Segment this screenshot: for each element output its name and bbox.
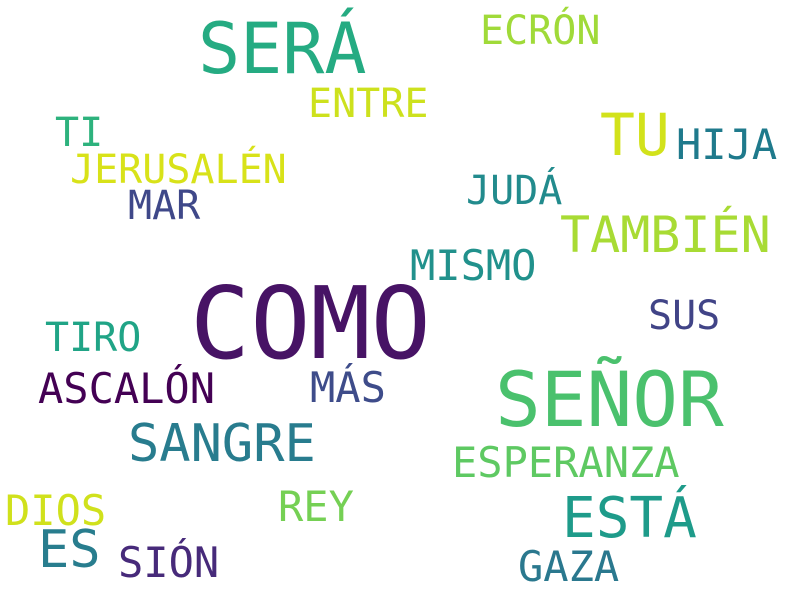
word-ti: TI <box>55 110 104 156</box>
word-hija: HIJA <box>676 120 778 169</box>
word-sus: SUS <box>648 293 721 339</box>
word-esperanza: ESPERANZA <box>452 438 680 487</box>
word-tambien: TAMBIÉN <box>560 206 771 264</box>
word-mar: MAR <box>128 183 201 229</box>
word-rey: REY <box>278 482 354 531</box>
word-senor: SEÑOR <box>495 355 724 444</box>
word-jerusalen: JERUSALÉN <box>70 147 287 193</box>
word-tiro: TIRO <box>45 315 142 361</box>
word-ascalon: ASCALÓN <box>38 364 216 413</box>
word-mismo: MISMO <box>410 241 537 290</box>
word-esta: ESTÁ <box>562 486 697 551</box>
word-mas: MÁS <box>310 363 386 412</box>
word-gaza: GAZA <box>518 542 620 591</box>
word-entre: ENTRE <box>308 81 429 127</box>
word-es: ES <box>38 520 101 580</box>
word-sion: SIÓN <box>118 538 220 587</box>
word-dios: DIOS <box>5 486 107 535</box>
word-tu: TU <box>600 101 670 169</box>
word-sangre: SANGRE <box>128 414 316 474</box>
word-sera: SERÁ <box>198 8 367 90</box>
word-juda: JUDÁ <box>466 168 563 214</box>
word-como: COMO <box>190 265 431 382</box>
word-ecron: ECRÓN <box>480 8 601 54</box>
